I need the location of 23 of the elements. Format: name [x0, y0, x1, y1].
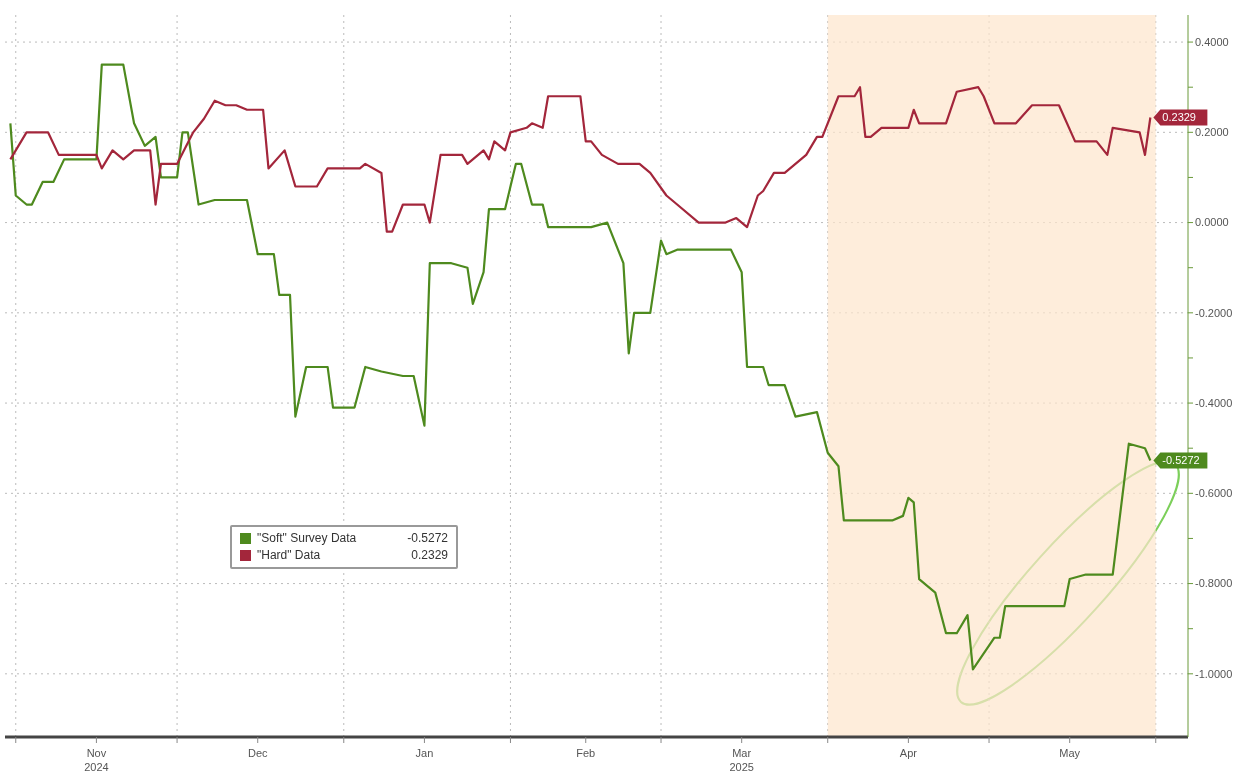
legend-label: "Hard" Data [257, 547, 322, 564]
y-tick-label: -1.0000 [1195, 667, 1233, 680]
text: -0.5272 [407, 531, 448, 545]
data-label: -0.5272 [1162, 454, 1200, 467]
y-tick-label: -0.6000 [1195, 487, 1233, 500]
line-series [9, 86, 1152, 233]
x-tick-label: Feb [576, 747, 596, 759]
y-tick-label: 0.4000 [1195, 35, 1229, 48]
x-tick-label: Mar 2025 [729, 747, 754, 773]
y-tick-label: 0.2000 [1195, 126, 1229, 139]
data-label: 0.2329 [1162, 111, 1197, 124]
x-tick-label: May [1059, 747, 1081, 759]
y-tick-label: -0.4000 [1195, 396, 1233, 409]
x-tick-label: Dec [247, 747, 269, 759]
y-tick-label: -0.2000 [1195, 306, 1233, 319]
y-tick-label: 0.0000 [1195, 216, 1229, 229]
y-tick-label: -0.8000 [1195, 577, 1233, 590]
x-tick-label: Nov 2024 [84, 747, 109, 773]
text: 0.2329 [411, 548, 448, 562]
x-tick-label: Apr [899, 747, 918, 759]
line-series [9, 63, 1152, 671]
legend-label: "Soft" Survey Data [257, 530, 358, 547]
x-tick-label: Jan [415, 747, 434, 759]
